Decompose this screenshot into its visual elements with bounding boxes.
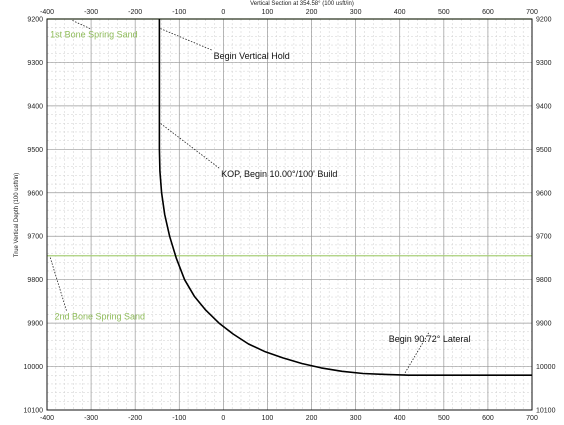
annotation-leader: [49, 256, 67, 311]
annotations: 1st Bone Spring Sand Begin Vertical Hold K…: [49, 19, 471, 375]
y-tick-label-left: 9600: [27, 190, 43, 197]
annotation-leader: [160, 28, 212, 51]
x-tick-label-bottom: -200: [128, 415, 142, 422]
x-tick-label-bottom: 600: [482, 415, 494, 422]
annotation-label: Begin Vertical Hold: [214, 51, 290, 61]
y-tick-label-left: 9500: [27, 147, 43, 154]
well-path-line: [158, 19, 532, 376]
x-tick-label-bottom: 100: [262, 415, 274, 422]
y-tick-label-left: 9400: [27, 103, 43, 110]
y-tick-label-left: 9900: [27, 321, 43, 328]
x-tick-label-bottom: 0: [221, 415, 225, 422]
x-tick-label-top: 700: [526, 9, 538, 16]
x-tick-labels-top: -400 -300 -200 -100 0 100 200 300 400 500 600 700: [40, 9, 538, 16]
annotation-leader: [160, 122, 220, 169]
annotation-label: 2nd Bone Spring Sand: [54, 312, 145, 322]
x-tick-label-bottom: 200: [306, 415, 318, 422]
annotation-leader: [71, 19, 91, 30]
x-tick-label-top: 200: [306, 9, 318, 16]
annotation-label: Begin 90.72° Lateral: [389, 334, 471, 344]
x-tick-label-top: 0: [221, 9, 225, 16]
y-tick-label-left: 9300: [27, 60, 43, 67]
y-tick-label-right: 10000: [536, 364, 556, 371]
annotation-label: 1st Bone Spring Sand: [50, 30, 138, 40]
x-tick-label-top: 600: [482, 9, 494, 16]
x-tick-label-top: -300: [84, 9, 98, 16]
y-tick-label-right: 9600: [536, 190, 552, 197]
x-tick-labels-bottom: -400 -300 -200 -100 0 100 200 300 400 500 600 700: [40, 415, 538, 422]
x-tick-label-top: -100: [172, 9, 186, 16]
annotation-leader: [403, 332, 430, 375]
annotation-label: KOP, Begin 10.00°/100' Build: [221, 169, 337, 179]
y-tick-label-right: 9400: [536, 103, 552, 110]
x-tick-label-bottom: 700: [526, 415, 538, 422]
y-tick-label-right: 9700: [536, 234, 552, 241]
x-tick-label-top: -200: [128, 9, 142, 16]
x-tick-label-top: -400: [40, 9, 54, 16]
y-tick-label-right: 9300: [536, 60, 552, 67]
y-tick-label-left: 9700: [27, 234, 43, 241]
well-path-series: [158, 19, 532, 376]
x-tick-label-bottom: 300: [350, 415, 362, 422]
plot-frame: [46, 18, 533, 411]
y-tick-label-left: 9800: [27, 277, 43, 284]
y-tick-label-right: 9900: [536, 321, 552, 328]
y-tick-label-right: 9800: [536, 277, 552, 284]
x-tick-label-bottom: 400: [394, 415, 406, 422]
chart-title: Vertical Section at 354.58° (100 usft/in…: [250, 1, 354, 7]
y-tick-label-left: 10100: [24, 408, 44, 415]
x-tick-label-top: 100: [262, 9, 274, 16]
y-tick-label-left: 10000: [24, 364, 44, 371]
x-tick-label-bottom: -400: [40, 415, 54, 422]
y-tick-label-right: 10100: [536, 408, 556, 415]
y-tick-label-right: 9500: [536, 147, 552, 154]
x-tick-label-bottom: -300: [84, 415, 98, 422]
x-tick-label-top: 400: [394, 9, 406, 16]
y-tick-label-left: 9200: [27, 17, 43, 24]
x-tick-label-bottom: -100: [172, 415, 186, 422]
x-tick-label-top: 300: [350, 9, 362, 16]
y-axis-title: True Vertical Depth (100 usft/in): [14, 173, 20, 257]
y-tick-label-right: 9200: [536, 17, 552, 24]
x-tick-label-top: 500: [438, 9, 450, 16]
x-tick-label-bottom: 500: [438, 415, 450, 422]
y-tick-labels-left: 9200 9300 9400 9500 9600 9700 9800 9900 10000 101…: [24, 17, 44, 415]
y-tick-labels-right: 9200 9300 9400 9500 9600 9700 9800 9900 10000 101…: [536, 17, 556, 415]
